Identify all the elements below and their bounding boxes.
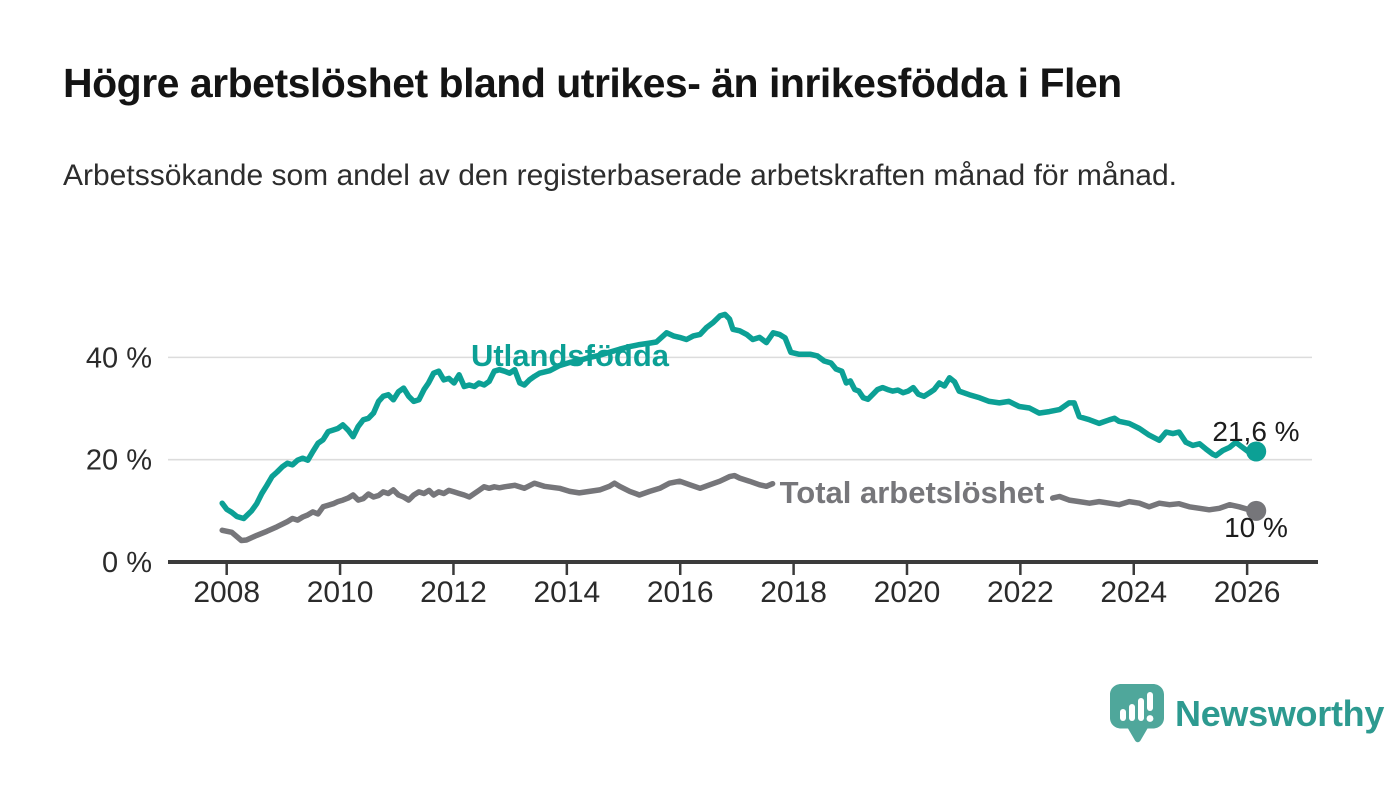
x-tick-label-2016: 2016	[647, 576, 714, 609]
series-label-1: Total arbetslöshet	[780, 475, 1045, 510]
page-title: Högre arbetslöshet bland utrikes- än inr…	[63, 60, 1122, 106]
x-tick-label-2024: 2024	[1100, 576, 1167, 609]
x-tick-label-2012: 2012	[420, 576, 487, 609]
series-end-dot-0	[1246, 441, 1267, 462]
x-tick-label-2014: 2014	[533, 576, 600, 609]
series-end-value-label-0: 21,6 %	[1212, 416, 1299, 447]
y-tick-label-0: 0 %	[102, 547, 152, 579]
newsworthy-pin-chart-icon	[1110, 684, 1164, 743]
y-tick-label-20: 20 %	[86, 445, 152, 477]
newsworthy-brand: Newsworthy	[1110, 682, 1384, 746]
x-tick-label-2026: 2026	[1214, 576, 1281, 609]
series-end-dot-1	[1246, 500, 1267, 521]
y-tick-label-40: 40 %	[86, 342, 152, 374]
x-tick-label-2008: 2008	[193, 576, 260, 609]
x-tick-label-2018: 2018	[760, 576, 827, 609]
series-label-0: Utlandsfödda	[471, 338, 670, 373]
x-tick-label-2022: 2022	[987, 576, 1054, 609]
series-end-value-label-1: 10 %	[1224, 512, 1288, 543]
x-tick-label-2020: 2020	[874, 576, 941, 609]
series-line-1-seg-1	[1049, 493, 1259, 514]
newsworthy-wordmark: Newsworthy	[1175, 693, 1385, 734]
series-line-0-seg-0	[219, 311, 1259, 522]
series-line-1-seg-0	[219, 472, 776, 544]
page-subtitle: Arbetssökande som andel av den registerb…	[63, 159, 1177, 192]
x-tick-label-2010: 2010	[307, 576, 374, 609]
